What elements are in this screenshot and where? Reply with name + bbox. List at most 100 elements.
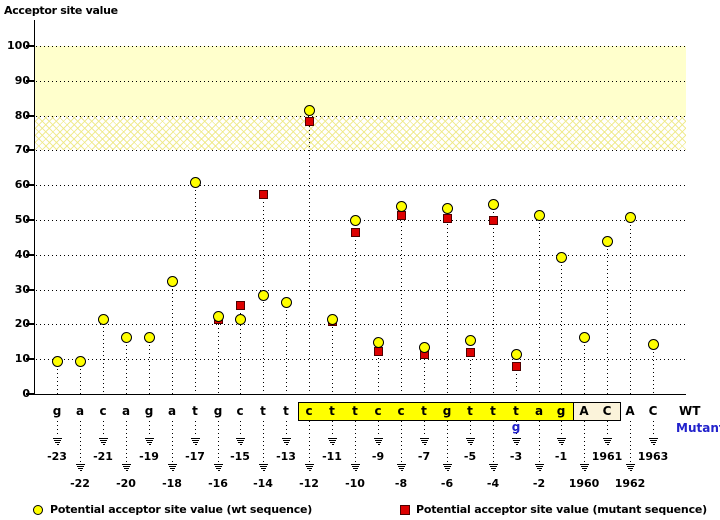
ground-marker-bar bbox=[491, 468, 496, 469]
wt-point bbox=[396, 201, 407, 213]
ground-marker-bar bbox=[446, 470, 449, 471]
position-stem bbox=[332, 421, 333, 437]
position-stem bbox=[584, 421, 585, 463]
ground-marker-bar bbox=[514, 442, 519, 443]
ground-marker bbox=[373, 437, 384, 445]
ground-marker-bar bbox=[124, 468, 129, 469]
ground-marker-bar bbox=[557, 438, 566, 439]
ground-marker-bar bbox=[398, 466, 405, 467]
ground-marker-bar bbox=[535, 464, 544, 465]
ground-marker-bar bbox=[603, 438, 612, 439]
ground-marker-bar bbox=[422, 442, 427, 443]
y-tick-label: 40 bbox=[14, 247, 30, 261]
position-stem bbox=[447, 421, 448, 463]
ground-marker-bar bbox=[537, 468, 542, 469]
wt-legend-label: Potential acceptor site value (wt sequen… bbox=[50, 503, 313, 516]
ground-marker-bar bbox=[536, 466, 543, 467]
stem bbox=[470, 340, 471, 394]
wt-point bbox=[373, 336, 384, 348]
stem bbox=[584, 336, 585, 394]
wt-point bbox=[534, 209, 545, 221]
ground-marker-bar bbox=[171, 470, 174, 471]
mutant-point bbox=[305, 116, 314, 126]
ground-marker-bar bbox=[444, 466, 451, 467]
ground-marker bbox=[350, 463, 361, 471]
ground-marker-bar bbox=[101, 442, 106, 443]
ground-marker-bar bbox=[217, 470, 220, 471]
y-tick bbox=[26, 323, 34, 326]
position-stem bbox=[561, 421, 562, 437]
ground-marker-bar bbox=[515, 444, 518, 445]
position-label: -19 bbox=[139, 450, 159, 463]
ground-marker-bar bbox=[375, 440, 382, 441]
ground-marker bbox=[281, 437, 292, 445]
stem bbox=[516, 353, 517, 394]
ground-marker-bar bbox=[259, 464, 268, 465]
mutant-point bbox=[466, 348, 475, 358]
ground-marker-bar bbox=[146, 440, 153, 441]
ground-marker bbox=[235, 437, 246, 445]
position-label: -15 bbox=[230, 450, 250, 463]
ground-marker-bar bbox=[283, 440, 290, 441]
base-letter: g bbox=[442, 404, 452, 418]
position-stem bbox=[470, 421, 471, 437]
y-tick bbox=[26, 114, 34, 117]
ground-marker bbox=[190, 437, 201, 445]
stem bbox=[286, 301, 287, 394]
position-label: -9 bbox=[371, 450, 385, 463]
ground-marker-bar bbox=[330, 442, 335, 443]
wt-point bbox=[213, 310, 224, 322]
stem bbox=[401, 206, 402, 394]
wt-point bbox=[98, 314, 109, 326]
base-letter: c bbox=[236, 404, 244, 418]
ground-marker-bar bbox=[170, 468, 175, 469]
ground-marker bbox=[304, 463, 315, 471]
stem bbox=[493, 204, 494, 394]
base-letter: g bbox=[144, 404, 154, 418]
position-label: -21 bbox=[93, 450, 113, 463]
stem bbox=[332, 319, 333, 394]
ground-marker-bar bbox=[260, 466, 267, 467]
ground-marker-bar bbox=[262, 470, 265, 471]
position-label: -14 bbox=[253, 477, 273, 490]
wt-point bbox=[465, 335, 476, 347]
grid-line bbox=[36, 289, 686, 291]
ground-marker-bar bbox=[580, 464, 589, 465]
wt-point bbox=[75, 355, 86, 367]
ground-marker-bar bbox=[467, 440, 474, 441]
y-tick-label: 20 bbox=[14, 317, 30, 331]
base-letter: t bbox=[467, 404, 473, 418]
ground-marker-bar bbox=[239, 444, 242, 445]
position-stem bbox=[263, 421, 264, 463]
base-letter: C bbox=[602, 404, 612, 418]
wt-point bbox=[602, 235, 613, 247]
wt-point bbox=[648, 338, 659, 350]
ground-marker-bar bbox=[306, 466, 313, 467]
stem bbox=[103, 319, 104, 394]
position-label: -16 bbox=[208, 477, 228, 490]
ground-marker-bar bbox=[581, 466, 588, 467]
ground-marker-bar bbox=[606, 444, 609, 445]
ground-marker-bar bbox=[147, 442, 152, 443]
ground-marker-bar bbox=[169, 466, 176, 467]
y-tick bbox=[26, 288, 34, 291]
base-letter: t bbox=[192, 404, 198, 418]
mutant-point bbox=[489, 216, 498, 225]
position-stem bbox=[355, 421, 356, 463]
base-letter: t bbox=[260, 404, 266, 418]
y-axis-title: Acceptor site value bbox=[4, 4, 118, 17]
position-label: -11 bbox=[322, 450, 342, 463]
ground-marker-bar bbox=[582, 468, 587, 469]
stem bbox=[424, 347, 425, 394]
stem bbox=[218, 315, 219, 394]
position-label: -5 bbox=[463, 450, 477, 463]
wt-point bbox=[190, 176, 201, 188]
stem bbox=[80, 360, 81, 394]
y-tick-label: 30 bbox=[14, 282, 30, 296]
wt-point bbox=[235, 314, 246, 326]
position-stem bbox=[218, 421, 219, 463]
ground-marker-bar bbox=[354, 470, 357, 471]
ground-marker bbox=[511, 437, 522, 445]
ground-marker-bar bbox=[282, 438, 291, 439]
